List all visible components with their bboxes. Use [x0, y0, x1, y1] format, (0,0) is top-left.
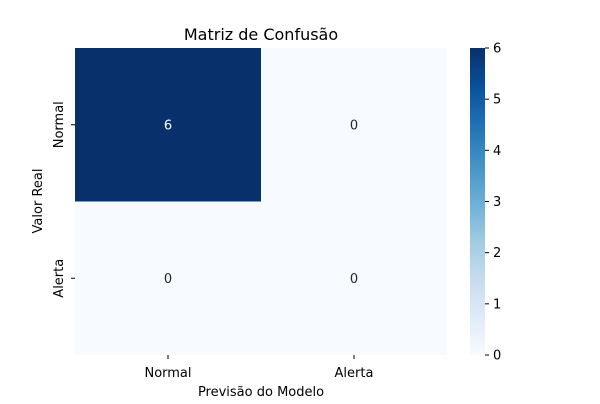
cell-value-label: 0 — [164, 272, 172, 287]
y-tick-label: Alerta — [52, 259, 67, 298]
colorbar-tick-label: 4 — [493, 144, 501, 159]
x-tick-label: Alerta — [335, 366, 374, 381]
cell-value-label: 0 — [350, 118, 358, 133]
x-axis-label: Previsão do Modelo — [198, 385, 324, 400]
heatmap-cell — [75, 201, 261, 355]
y-tick-label: Normal — [52, 101, 67, 148]
cell-value-label: 6 — [164, 118, 172, 133]
heatmap-cell — [261, 48, 447, 202]
x-axis-ticks: Normal Alerta — [144, 355, 373, 381]
colorbar — [470, 48, 485, 355]
y-axis-label: Valor Real — [31, 169, 46, 234]
colorbar-tick-label: 0 — [493, 349, 501, 364]
heatmap-cells: 6 0 0 0 — [75, 48, 447, 355]
chart-title: Matriz de Confusão — [184, 25, 338, 44]
colorbar-tick-label: 1 — [493, 297, 501, 312]
colorbar-tick-label: 3 — [493, 195, 501, 210]
colorbar-tick-label: 6 — [493, 42, 501, 57]
x-tick-label: Normal — [144, 366, 191, 381]
y-axis-ticks: Normal Alerta — [52, 101, 75, 298]
heatmap-cell — [261, 201, 447, 355]
colorbar-tick-label: 2 — [493, 246, 501, 261]
heatmap-cell — [75, 48, 261, 202]
colorbar-ticks: 0 1 2 3 4 5 6 — [485, 42, 501, 364]
colorbar-tick-label: 5 — [493, 93, 501, 108]
cell-value-label: 0 — [350, 272, 358, 287]
